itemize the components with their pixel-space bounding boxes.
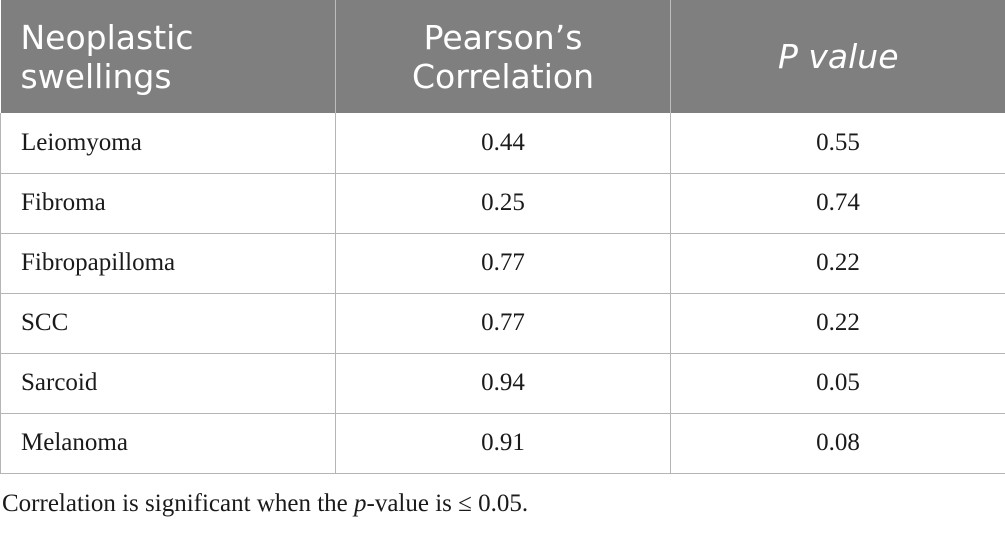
header-text-line2: Correlation <box>412 56 594 96</box>
header-text-line1: P value <box>777 37 899 76</box>
cell-p-value: 0.08 <box>670 413 1005 474</box>
cell-swelling: Sarcoid <box>0 353 336 414</box>
table-row: Fibropapilloma 0.77 0.22 <box>0 233 1005 294</box>
header-text-line2: swellings <box>20 56 172 96</box>
table-row: Fibroma 0.25 0.74 <box>0 173 1005 234</box>
correlation-table-container: Neoplastic swellings Pearson’s Correlati… <box>0 0 1005 474</box>
table-body: Leiomyoma 0.44 0.55 Fibroma 0.25 0.74 Fi… <box>0 113 1005 474</box>
cell-swelling: Fibroma <box>0 173 336 234</box>
header-p-value: P value <box>670 0 1005 113</box>
cell-swelling: Melanoma <box>0 413 336 474</box>
cell-correlation: 0.44 <box>335 113 671 174</box>
header-neoplastic-swellings: Neoplastic swellings <box>0 0 336 113</box>
cell-correlation: 0.91 <box>335 413 671 474</box>
cell-swelling: Fibropapilloma <box>0 233 336 294</box>
table-header: Neoplastic swellings Pearson’s Correlati… <box>0 0 1005 113</box>
cell-p-value: 0.22 <box>670 293 1005 354</box>
table-row: SCC 0.77 0.22 <box>0 293 1005 354</box>
table-row: Sarcoid 0.94 0.05 <box>0 353 1005 414</box>
cell-p-value: 0.05 <box>670 353 1005 414</box>
cell-swelling: SCC <box>0 293 336 354</box>
header-text-line1: Pearson’s <box>423 17 583 57</box>
cell-swelling: Leiomyoma <box>0 113 336 174</box>
correlation-table: Neoplastic swellings Pearson’s Correlati… <box>0 0 1005 474</box>
table-row: Leiomyoma 0.44 0.55 <box>0 113 1005 174</box>
footnote-prefix: Correlation is significant when the <box>2 490 355 517</box>
cell-correlation: 0.77 <box>335 293 671 354</box>
cell-p-value: 0.22 <box>670 233 1005 294</box>
cell-correlation: 0.94 <box>335 353 671 414</box>
cell-correlation: 0.77 <box>335 233 671 294</box>
cell-correlation: 0.25 <box>335 173 671 234</box>
cell-p-value: 0.55 <box>670 113 1005 174</box>
table-row: Melanoma 0.91 0.08 <box>0 413 1005 474</box>
header-pearsons-correlation: Pearson’s Correlation <box>335 0 671 113</box>
footnote-suffix: -value is ≤ 0.05. <box>366 490 529 517</box>
table-footnote: Correlation is significant when the p-va… <box>2 490 528 518</box>
footnote-italic-p: p <box>354 490 367 517</box>
header-row: Neoplastic swellings Pearson’s Correlati… <box>0 0 1005 113</box>
header-text-line1: Neoplastic <box>20 17 194 57</box>
cell-p-value: 0.74 <box>670 173 1005 234</box>
